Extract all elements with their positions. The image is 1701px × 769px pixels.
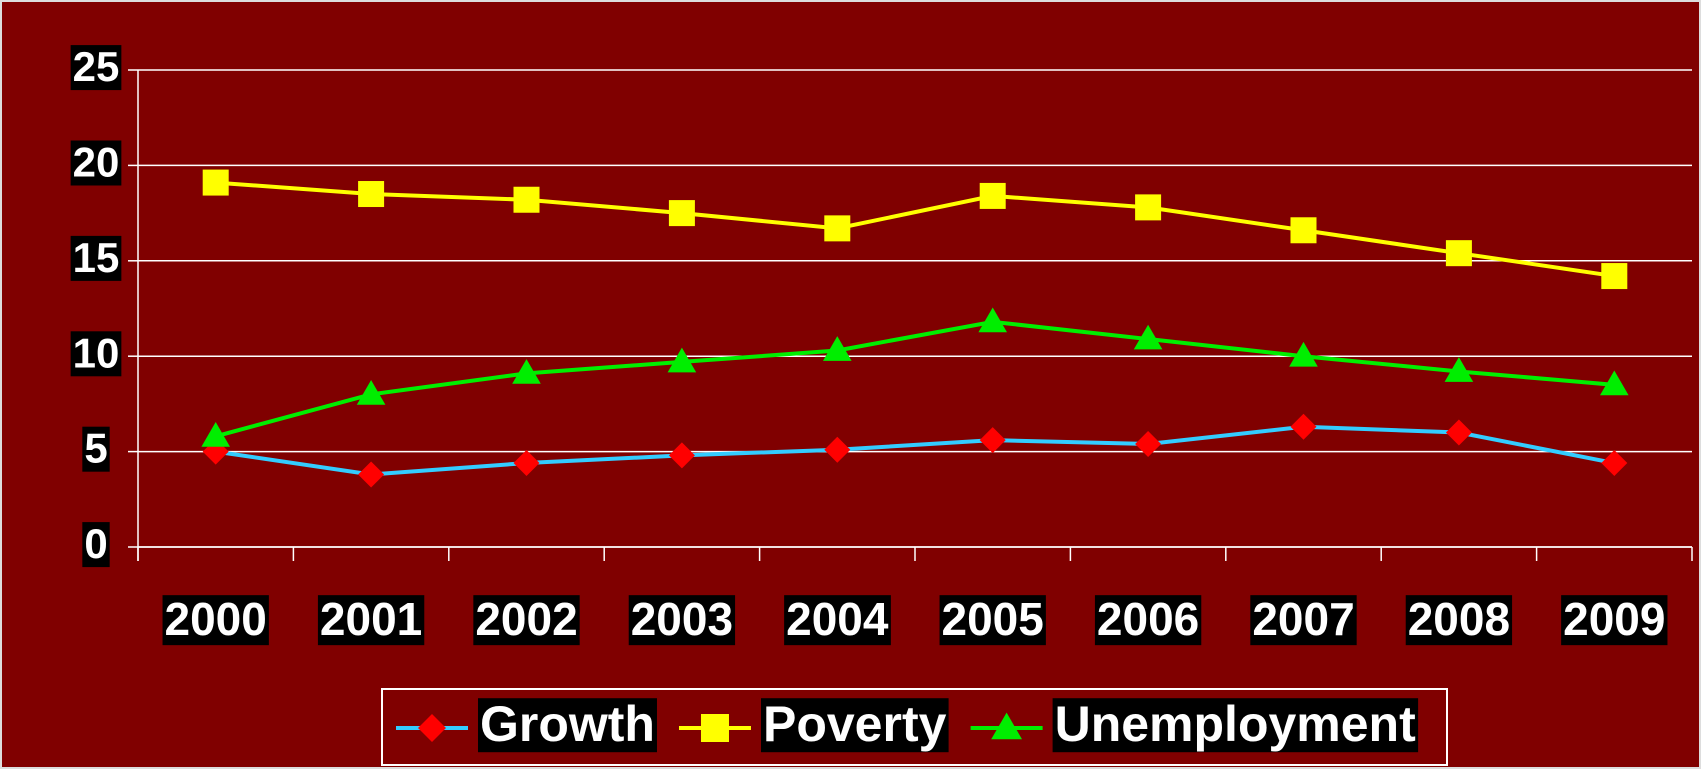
y-tick-label: 20 <box>73 138 120 185</box>
y-tick-label-bg <box>70 331 122 377</box>
marker <box>513 186 540 213</box>
marker <box>823 336 852 361</box>
marker <box>1290 413 1317 440</box>
marker <box>978 307 1007 333</box>
marker <box>201 422 230 447</box>
marker <box>1135 194 1162 221</box>
marker <box>513 450 540 477</box>
y-tick-label: 0 <box>84 520 107 567</box>
marker <box>668 200 695 227</box>
x-tick-label-bg <box>784 595 891 646</box>
marker <box>1133 324 1163 350</box>
y-tick-label-bg <box>70 45 122 91</box>
x-tick-label-bg <box>1561 595 1668 646</box>
marker <box>979 427 1006 454</box>
marker <box>1444 357 1474 382</box>
marker <box>700 714 729 742</box>
legend-label-bg <box>1052 698 1419 753</box>
marker <box>356 380 386 405</box>
marker <box>1445 419 1472 446</box>
marker <box>1601 263 1628 290</box>
legend-label: Unemployment <box>1055 696 1417 752</box>
marker <box>824 436 851 463</box>
x-tick-label-bg <box>628 595 736 646</box>
marker <box>1135 430 1162 457</box>
marker <box>358 461 385 488</box>
legend-label: Growth <box>480 696 655 752</box>
marker <box>1601 450 1628 477</box>
marker <box>512 359 541 384</box>
x-tick-label: 2007 <box>1252 593 1354 645</box>
series-line <box>215 180 1615 279</box>
x-tick-label-bg <box>1250 595 1357 646</box>
x-tick-label-bg <box>1094 595 1202 646</box>
marker <box>1289 341 1318 367</box>
y-tick-label-bg <box>70 235 122 281</box>
marker <box>991 712 1022 740</box>
x-tick-label: 2002 <box>475 593 577 645</box>
x-tick-label-bg <box>939 595 1046 646</box>
marker <box>667 347 697 373</box>
x-tick-label: 2005 <box>942 593 1044 645</box>
legend-label-bg <box>760 698 949 753</box>
marker <box>1600 370 1629 396</box>
x-tick-label-bg <box>317 595 425 646</box>
marker <box>358 181 385 208</box>
marker <box>1290 217 1317 244</box>
y-tick-label: 15 <box>73 234 120 281</box>
series-line <box>215 319 1615 439</box>
x-tick-label: 2006 <box>1097 593 1199 645</box>
x-tick-label: 2000 <box>165 593 267 645</box>
y-tick-label: 10 <box>73 329 120 376</box>
y-tick-label: 25 <box>73 43 120 90</box>
x-tick-label: 2004 <box>786 593 889 645</box>
legend-label: Poverty <box>763 696 947 752</box>
marker <box>418 714 446 742</box>
x-tick-label: 2001 <box>320 593 422 645</box>
legend-label-bg <box>478 698 657 753</box>
x-tick-label: 2008 <box>1408 593 1510 645</box>
x-tick-label-bg <box>162 595 269 646</box>
x-tick-label: 2009 <box>1563 593 1665 645</box>
y-tick-label-bg <box>70 140 122 186</box>
x-tick-label-bg <box>473 595 580 646</box>
y-tick-label-bg <box>82 426 110 472</box>
series-line <box>215 424 1615 477</box>
marker <box>824 215 851 242</box>
legend-box <box>381 688 1448 766</box>
marker <box>668 442 695 469</box>
marker <box>202 169 229 196</box>
x-tick-label-bg <box>1405 595 1513 646</box>
x-tick-label: 2003 <box>631 593 733 645</box>
marker <box>979 182 1006 209</box>
marker <box>1445 240 1472 267</box>
y-tick-label: 5 <box>84 425 107 472</box>
y-tick-label-bg <box>82 522 110 568</box>
